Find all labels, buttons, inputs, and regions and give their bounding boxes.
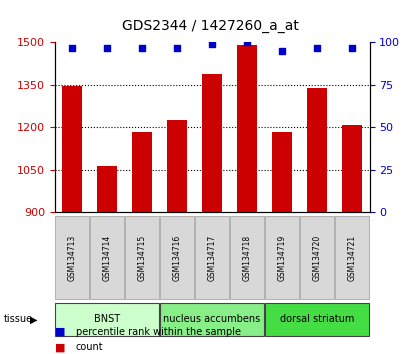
Bar — [300, 216, 334, 299]
Text: GSM134714: GSM134714 — [102, 234, 112, 281]
Text: BNST: BNST — [94, 314, 120, 325]
Bar — [90, 216, 124, 299]
Bar — [160, 216, 194, 299]
Bar — [231, 216, 264, 299]
Text: tissue: tissue — [4, 314, 33, 325]
Bar — [273, 132, 292, 212]
Point — [139, 45, 145, 50]
Point — [69, 45, 76, 50]
Bar — [265, 303, 369, 336]
Bar — [63, 86, 82, 212]
Text: ■: ■ — [55, 327, 65, 337]
Text: count: count — [76, 342, 103, 352]
Text: percentile rank within the sample: percentile rank within the sample — [76, 327, 241, 337]
Point — [209, 41, 215, 47]
Text: ▶: ▶ — [30, 314, 38, 325]
Text: GDS2344 / 1427260_a_at: GDS2344 / 1427260_a_at — [121, 19, 299, 34]
Text: GSM134720: GSM134720 — [312, 234, 322, 281]
Bar — [336, 216, 369, 299]
Point — [104, 45, 110, 50]
Bar — [160, 303, 264, 336]
Point — [174, 45, 181, 50]
Text: dorsal striatum: dorsal striatum — [280, 314, 354, 325]
Bar — [237, 45, 257, 212]
Text: GSM134715: GSM134715 — [138, 234, 147, 281]
Text: GSM134717: GSM134717 — [207, 234, 217, 281]
Text: GSM134713: GSM134713 — [68, 234, 76, 281]
Bar — [168, 120, 187, 212]
Bar — [265, 216, 299, 299]
Point — [244, 40, 250, 45]
Bar — [97, 166, 117, 212]
Bar — [202, 74, 222, 212]
Text: GSM134716: GSM134716 — [173, 234, 181, 281]
Point — [349, 45, 355, 50]
Bar — [132, 132, 152, 212]
Text: GSM134718: GSM134718 — [243, 234, 252, 281]
Bar — [195, 216, 229, 299]
Text: nucleus accumbens: nucleus accumbens — [163, 314, 261, 325]
Text: ■: ■ — [55, 342, 65, 352]
Text: GSM134719: GSM134719 — [278, 234, 286, 281]
Text: GSM134721: GSM134721 — [348, 234, 357, 281]
Bar — [342, 125, 362, 212]
Bar — [55, 303, 159, 336]
Point — [314, 45, 320, 50]
Bar — [55, 216, 89, 299]
Bar — [307, 88, 327, 212]
Bar — [126, 216, 159, 299]
Point — [279, 48, 286, 54]
